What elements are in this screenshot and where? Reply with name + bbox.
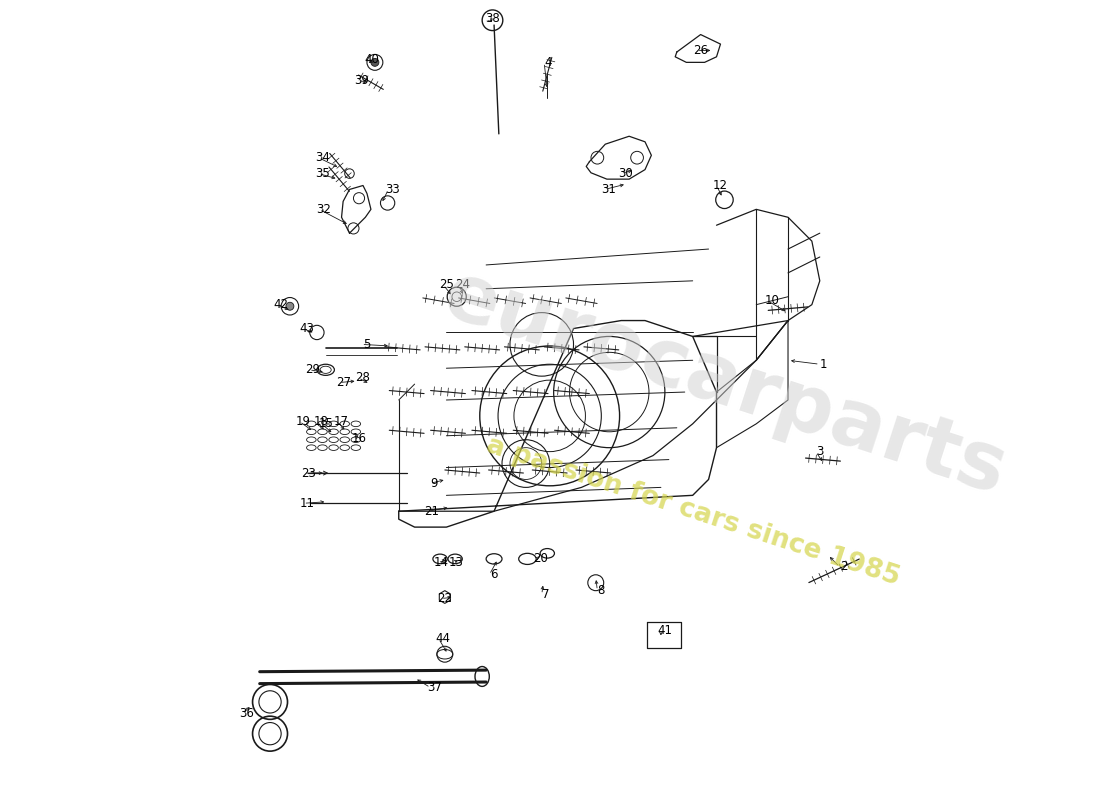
Text: 21: 21: [425, 505, 440, 518]
Text: 19: 19: [296, 415, 311, 428]
Text: 5: 5: [363, 338, 371, 351]
Text: 26: 26: [693, 44, 708, 57]
Text: 16: 16: [352, 432, 366, 445]
Text: 34: 34: [315, 151, 330, 164]
Text: 29: 29: [306, 363, 320, 376]
Circle shape: [371, 58, 378, 66]
Text: 35: 35: [315, 167, 330, 180]
Text: 43: 43: [299, 322, 314, 335]
Text: a passion for cars since 1985: a passion for cars since 1985: [483, 432, 903, 590]
Text: 36: 36: [239, 707, 254, 720]
Text: 17: 17: [334, 415, 349, 428]
Text: 30: 30: [618, 167, 632, 180]
Circle shape: [286, 302, 294, 310]
Text: 20: 20: [532, 552, 548, 566]
Text: 41: 41: [658, 624, 672, 637]
Text: 11: 11: [300, 497, 315, 510]
Text: 31: 31: [601, 183, 616, 196]
Text: 37: 37: [427, 681, 442, 694]
Text: 13: 13: [449, 556, 463, 570]
Text: 25: 25: [439, 278, 454, 291]
Text: 1: 1: [820, 358, 827, 370]
Text: 24: 24: [454, 278, 470, 291]
Text: 42: 42: [274, 298, 288, 311]
Text: 12: 12: [713, 179, 728, 192]
Text: 40: 40: [364, 54, 380, 66]
Text: 23: 23: [300, 466, 316, 479]
Text: 7: 7: [542, 588, 550, 601]
Text: 3: 3: [816, 445, 824, 458]
Text: 39: 39: [354, 74, 368, 87]
Text: 6: 6: [491, 568, 498, 582]
Text: 14: 14: [433, 556, 449, 570]
Text: 38: 38: [485, 12, 499, 25]
Text: eurocarparts: eurocarparts: [433, 256, 1015, 512]
Text: 44: 44: [434, 632, 450, 645]
Text: 10: 10: [764, 294, 780, 307]
Text: 15: 15: [318, 418, 333, 430]
Text: 33: 33: [385, 183, 399, 196]
Text: 22: 22: [438, 592, 452, 605]
Text: 18: 18: [314, 415, 328, 428]
Text: 32: 32: [316, 203, 331, 216]
Text: 28: 28: [355, 371, 370, 384]
Text: 2: 2: [840, 560, 847, 574]
Text: 4: 4: [544, 56, 552, 69]
Text: 9: 9: [431, 477, 438, 490]
Text: 8: 8: [597, 584, 605, 597]
Text: 27: 27: [336, 376, 351, 389]
